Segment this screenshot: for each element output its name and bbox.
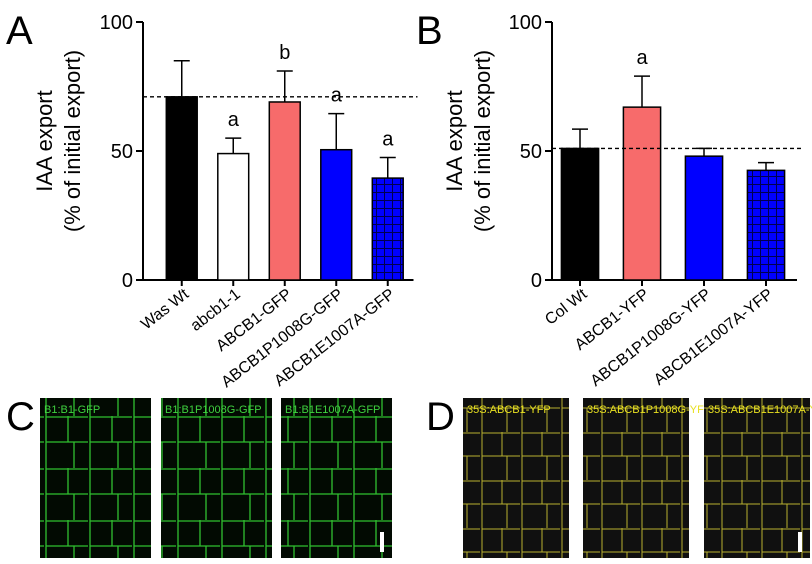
bar xyxy=(165,96,198,281)
x-tick-label: Col Wt xyxy=(542,285,591,328)
bar xyxy=(684,155,724,281)
bar xyxy=(560,147,600,281)
bar xyxy=(217,152,250,281)
y-tick-label: 50 xyxy=(111,141,133,163)
image-label: 35S:ABCB1P1008G-YFP xyxy=(587,404,711,416)
panel-label: D xyxy=(426,395,455,439)
y-tick-label: 100 xyxy=(100,12,133,34)
y-tick-label: 0 xyxy=(531,270,542,292)
image-label: B1:B1P1008G-GFP xyxy=(165,404,262,416)
error-bar xyxy=(379,156,396,179)
error-bar xyxy=(634,75,650,108)
panel-label: B xyxy=(416,9,443,53)
panel-label: A xyxy=(6,9,33,53)
y-axis-label: IAA export xyxy=(32,90,57,192)
y-axis-label: IAA export xyxy=(442,90,467,192)
error-bar xyxy=(225,137,242,154)
micrograph xyxy=(161,398,272,558)
error-bar xyxy=(173,59,190,97)
x-tick-label: Was Wt xyxy=(138,285,193,333)
annotation: a xyxy=(228,109,240,131)
bar xyxy=(371,177,404,281)
bar xyxy=(746,169,786,281)
y-axis-label: (% of initial export) xyxy=(60,50,85,232)
panel-label: C xyxy=(6,395,35,439)
micrograph xyxy=(463,398,569,558)
micrograph xyxy=(583,398,689,558)
annotation: b xyxy=(279,42,290,64)
annotation: a xyxy=(331,85,343,107)
image-label: B1:B1-GFP xyxy=(44,404,100,416)
micrograph xyxy=(281,398,392,558)
y-tick-label: 50 xyxy=(520,141,542,163)
y-tick-label: 100 xyxy=(509,12,542,34)
micrograph xyxy=(704,398,810,558)
bar xyxy=(622,106,662,281)
image-label: 35S:ABCB1-YFP xyxy=(467,404,551,416)
annotation: a xyxy=(382,128,394,150)
x-tick-label: ABCB1E1007A-YFP xyxy=(651,286,776,389)
image-label: 35S:ABCB1E1007A-YFP xyxy=(708,404,812,416)
micrograph xyxy=(40,398,151,558)
bar xyxy=(268,101,301,281)
annotation: a xyxy=(636,47,648,69)
y-axis-label: (% of initial export) xyxy=(470,50,495,232)
scale-bar xyxy=(380,532,384,552)
scale-bar xyxy=(798,532,802,552)
error-bar xyxy=(328,112,345,150)
error-bar xyxy=(696,147,712,157)
y-tick-label: 0 xyxy=(122,270,133,292)
bar xyxy=(320,148,353,281)
image-label: B1:B1E1007A-GFP xyxy=(285,404,380,416)
error-bar xyxy=(572,128,588,149)
error-bar xyxy=(758,161,774,171)
